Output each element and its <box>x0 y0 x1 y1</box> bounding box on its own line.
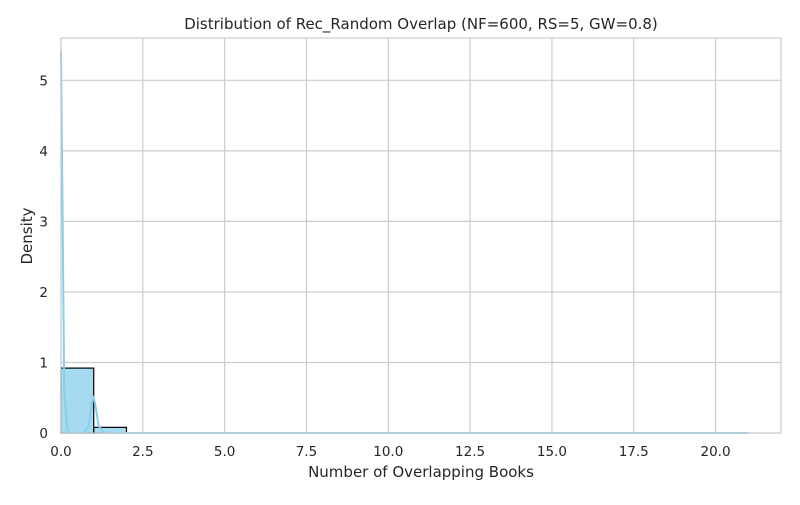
plot-frame <box>60 37 782 434</box>
x-tick-label: 10.0 <box>373 444 403 460</box>
x-tick-label: 20.0 <box>701 444 731 460</box>
x-tick-label: 0.0 <box>50 444 71 460</box>
x-gridlines <box>60 38 717 433</box>
y-tick-label: 4 <box>39 144 48 160</box>
kde-curve <box>60 52 749 434</box>
y-gridlines <box>61 79 781 434</box>
y-tick-label: 3 <box>39 214 48 230</box>
y-tick-label: 2 <box>39 285 48 301</box>
y-axis-label: Density <box>18 207 36 264</box>
y-tick-labels: 0 1 2 3 4 5 <box>39 73 48 442</box>
x-tick-labels: 0.0 2.5 5.0 7.5 10.0 12.5 15.0 17.5 20.0 <box>50 444 730 460</box>
x-tick-label: 5.0 <box>214 444 235 460</box>
y-tick-label: 5 <box>39 73 48 89</box>
chart-title: Distribution of Rec_Random Overlap (NF=6… <box>184 15 658 34</box>
x-axis-label: Number of Overlapping Books <box>308 463 534 481</box>
kde-line <box>60 52 749 434</box>
y-tick-label: 0 <box>39 426 48 442</box>
x-tick-label: 7.5 <box>296 444 317 460</box>
x-tick-label: 12.5 <box>455 444 485 460</box>
x-tick-label: 2.5 <box>132 444 153 460</box>
y-tick-label: 1 <box>39 355 48 371</box>
x-tick-label: 17.5 <box>619 444 649 460</box>
x-tick-label: 15.0 <box>537 444 567 460</box>
